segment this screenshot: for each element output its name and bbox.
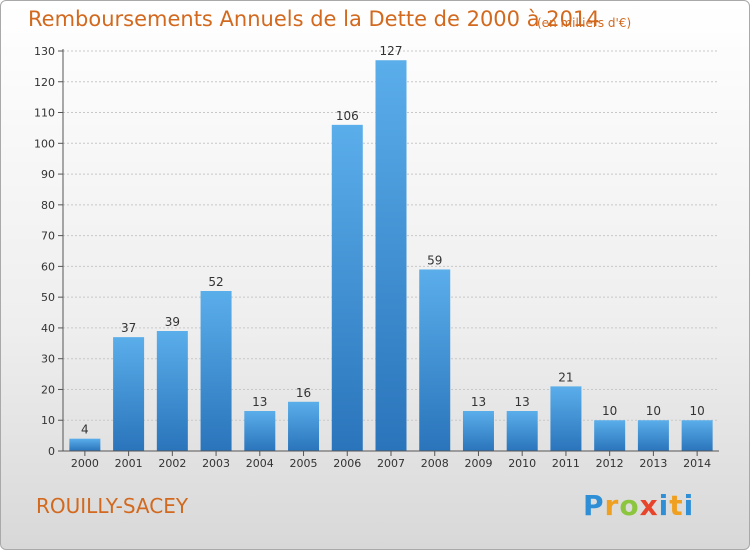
bar-2001 <box>113 337 145 451</box>
data-label-2005: 16 <box>296 386 311 400</box>
x-tick-label: 2004 <box>246 457 274 470</box>
data-label-2013: 10 <box>646 404 661 418</box>
y-tick-label: 20 <box>41 383 55 396</box>
y-tick-label: 10 <box>41 414 55 427</box>
x-tick-label: 2008 <box>421 457 449 470</box>
chart-title: Remboursements Annuels de la Dette de 20… <box>28 7 600 31</box>
data-label-2014: 10 <box>689 404 704 418</box>
bar-2014 <box>681 420 713 451</box>
data-label-2006: 106 <box>336 109 359 123</box>
data-label-2012: 10 <box>602 404 617 418</box>
place-name: ROUILLY-SACEY <box>36 494 189 518</box>
y-tick-label: 30 <box>41 353 55 366</box>
x-tick-label: 2010 <box>508 457 536 470</box>
y-tick-label: 110 <box>34 107 55 120</box>
proxiti-logo: Proxiti <box>583 489 695 522</box>
bar-2013 <box>637 420 669 451</box>
bar-2002 <box>156 331 188 451</box>
y-tick-label: 80 <box>41 199 55 212</box>
x-tick-label: 2002 <box>158 457 186 470</box>
y-tick-label: 120 <box>34 76 55 89</box>
x-tick-label: 2005 <box>290 457 318 470</box>
x-tick-label: 2012 <box>596 457 624 470</box>
bar-2005 <box>288 401 320 451</box>
y-tick-label: 50 <box>41 291 55 304</box>
x-tick-label: 2011 <box>552 457 580 470</box>
x-tick-label: 2003 <box>202 457 230 470</box>
x-tick-label: 2006 <box>333 457 361 470</box>
x-tick-label: 2013 <box>639 457 667 470</box>
x-tick-label: 2001 <box>115 457 143 470</box>
data-label-2000: 4 <box>81 423 89 437</box>
data-label-2004: 13 <box>252 395 267 409</box>
data-label-2008: 59 <box>427 253 442 267</box>
unit-note: (en milliers d'€) <box>537 16 632 30</box>
data-label-2003: 52 <box>208 275 223 289</box>
y-tick-label: 0 <box>48 445 55 458</box>
y-tick-label: 70 <box>41 230 55 243</box>
bar-2011 <box>550 386 582 451</box>
bar-2004 <box>244 411 276 451</box>
data-label-2007: 127 <box>380 44 403 58</box>
x-axis: 2000 2001 2002 2003 2004 2005 2006 2007 2008 2009… <box>63 450 719 470</box>
y-tick-label: 90 <box>41 168 55 181</box>
bar-2006 <box>331 124 363 451</box>
data-label-2002: 39 <box>165 315 180 329</box>
y-tick-label: 130 <box>34 45 55 58</box>
bar-2003 <box>200 291 232 451</box>
bar-2012 <box>594 420 626 451</box>
x-tick-label: 2007 <box>377 457 405 470</box>
x-tick-label: 2009 <box>464 457 492 470</box>
y-axis: 0 10 20 30 40 50 60 70 80 90 100 110 120 130 <box>34 45 64 458</box>
bar-2010 <box>506 411 538 451</box>
x-tick-label: 2014 <box>683 457 711 470</box>
data-label-2011: 21 <box>558 370 573 384</box>
data-label-2001: 37 <box>121 321 136 335</box>
y-tick-label: 100 <box>34 137 55 150</box>
bars: 4 37 39 52 13 16 106 127 59 13 13 21 10 10 10 <box>69 44 713 451</box>
bar-2007 <box>375 60 407 451</box>
data-label-2009: 13 <box>471 395 486 409</box>
bar-2009 <box>462 411 494 451</box>
bar-2000 <box>69 438 101 451</box>
bar-2008 <box>419 269 451 451</box>
data-label-2010: 13 <box>515 395 530 409</box>
x-tick-label: 2000 <box>71 457 99 470</box>
y-tick-label: 60 <box>41 260 55 273</box>
y-tick-label: 40 <box>41 322 55 335</box>
